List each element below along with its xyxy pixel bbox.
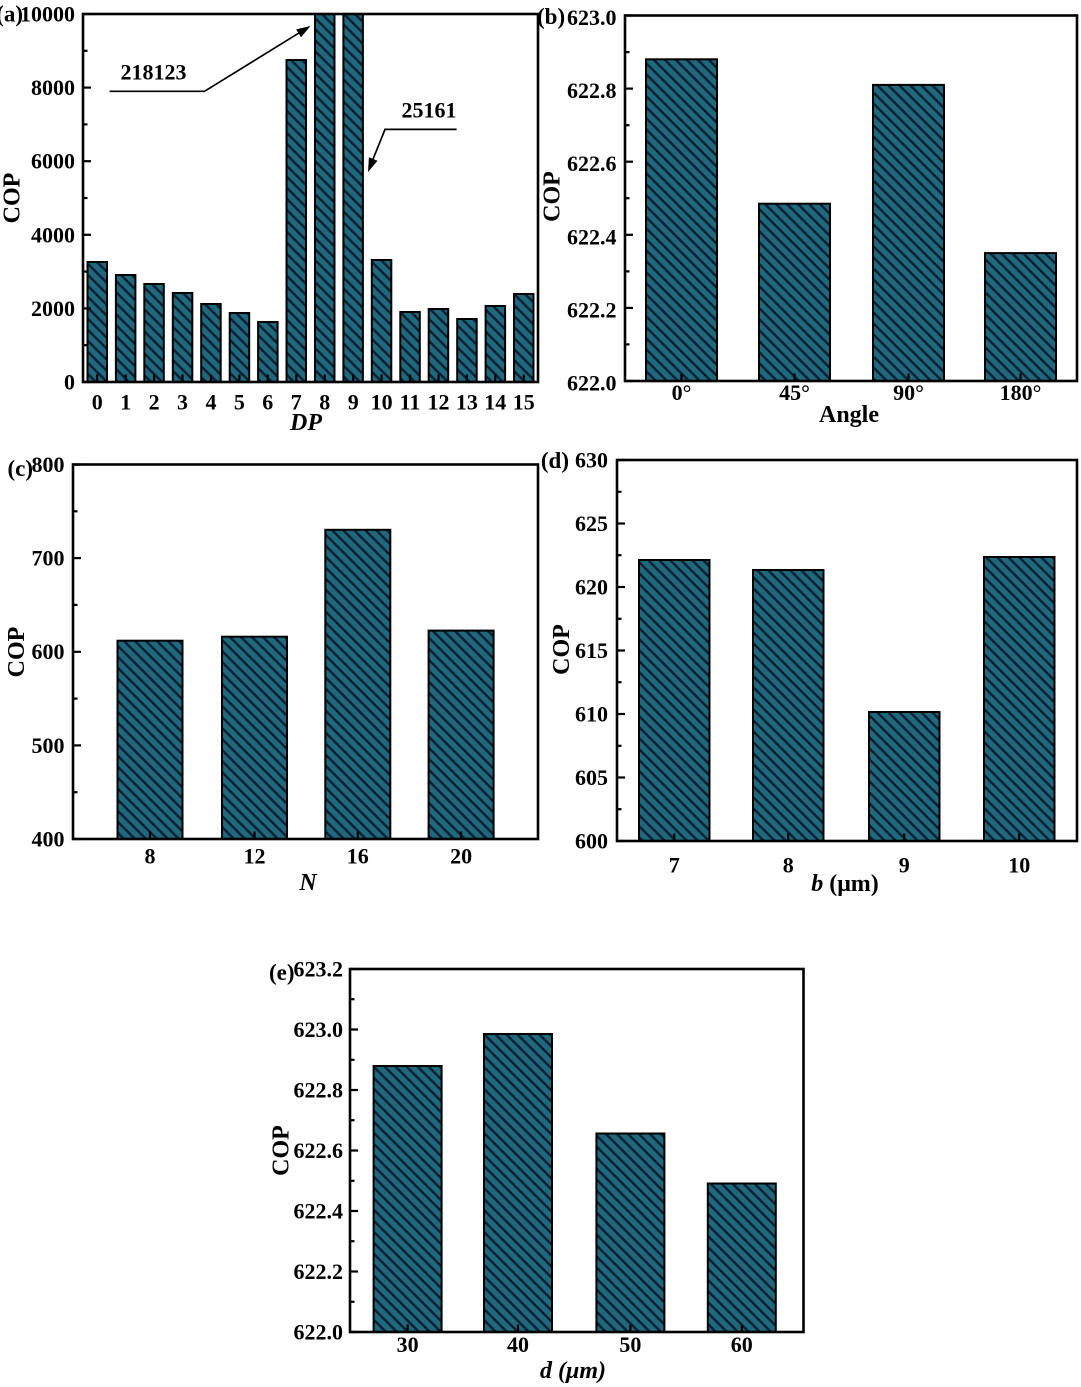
- svg-text:DP: DP: [289, 410, 322, 436]
- svg-text:(a): (a): [0, 2, 23, 27]
- svg-text:COP: COP: [0, 173, 26, 224]
- svg-text:10: 10: [371, 390, 393, 415]
- svg-text:14: 14: [484, 390, 506, 415]
- svg-text:615: 615: [575, 638, 608, 663]
- svg-text:622.6: 622.6: [294, 1138, 344, 1163]
- svg-text:COP: COP: [540, 171, 566, 222]
- svg-text:4: 4: [206, 390, 217, 415]
- svg-text:800: 800: [32, 452, 65, 477]
- svg-text:0: 0: [92, 390, 103, 415]
- svg-text:50: 50: [619, 1332, 641, 1357]
- svg-text:7: 7: [669, 853, 680, 878]
- svg-text:4000: 4000: [31, 222, 75, 247]
- svg-text:2: 2: [149, 390, 160, 415]
- svg-text:622.0: 622.0: [294, 1320, 344, 1345]
- svg-text:620: 620: [575, 575, 608, 600]
- svg-text:8: 8: [319, 390, 330, 415]
- svg-text:622.8: 622.8: [567, 78, 617, 103]
- svg-text:45°: 45°: [779, 380, 810, 405]
- svg-text:90°: 90°: [893, 380, 924, 405]
- svg-text:(b): (b): [537, 4, 565, 29]
- svg-text:622.4: 622.4: [294, 1199, 344, 1224]
- svg-text:0: 0: [64, 370, 75, 395]
- svg-text:10000: 10000: [20, 2, 75, 27]
- svg-text:9: 9: [348, 390, 359, 415]
- svg-text:(c): (c): [7, 456, 33, 481]
- svg-text:Angle: Angle: [819, 402, 879, 428]
- svg-text:10: 10: [1008, 853, 1030, 878]
- svg-text:(e): (e): [269, 960, 295, 985]
- svg-text:218123: 218123: [121, 60, 187, 85]
- svg-text:8: 8: [783, 853, 794, 878]
- svg-text:622.8: 622.8: [294, 1078, 344, 1103]
- svg-text:25161: 25161: [402, 98, 457, 123]
- svg-text:622.0: 622.0: [567, 371, 617, 396]
- svg-text:2000: 2000: [31, 296, 75, 321]
- svg-text:0°: 0°: [672, 380, 692, 405]
- svg-text:623.0: 623.0: [567, 5, 617, 30]
- svg-text:30: 30: [397, 1332, 419, 1357]
- svg-text:13: 13: [456, 390, 478, 415]
- svg-text:600: 600: [575, 829, 608, 854]
- svg-text:6000: 6000: [31, 149, 75, 174]
- svg-text:COP: COP: [4, 627, 30, 678]
- svg-text:20: 20: [450, 844, 472, 869]
- svg-text:622.2: 622.2: [567, 297, 617, 322]
- svg-text:630: 630: [575, 448, 608, 473]
- svg-text:40: 40: [507, 1332, 529, 1357]
- svg-text:622.6: 622.6: [567, 151, 617, 176]
- svg-text:12: 12: [428, 390, 450, 415]
- svg-text:COP: COP: [549, 624, 575, 675]
- svg-text:5: 5: [234, 390, 245, 415]
- svg-text:15: 15: [513, 390, 535, 415]
- svg-text:625: 625: [575, 511, 608, 536]
- svg-text:610: 610: [575, 702, 608, 727]
- svg-text:11: 11: [400, 390, 421, 415]
- svg-text:3: 3: [177, 390, 188, 415]
- svg-text:9: 9: [899, 853, 910, 878]
- svg-text:7: 7: [291, 390, 302, 415]
- svg-text:16: 16: [347, 844, 369, 869]
- svg-text:d (μm): d (μm): [540, 1358, 606, 1384]
- svg-text:N: N: [298, 870, 318, 896]
- svg-text:8000: 8000: [31, 75, 75, 100]
- svg-text:400: 400: [32, 827, 65, 852]
- svg-text:8: 8: [145, 844, 156, 869]
- svg-text:622.2: 622.2: [294, 1259, 344, 1284]
- svg-text:60: 60: [731, 1332, 753, 1357]
- svg-text:622.4: 622.4: [567, 224, 617, 249]
- svg-text:500: 500: [32, 733, 65, 758]
- svg-text:6: 6: [262, 390, 273, 415]
- svg-text:1: 1: [120, 390, 131, 415]
- svg-text:623.2: 623.2: [294, 957, 344, 982]
- svg-text:600: 600: [32, 639, 65, 664]
- svg-text:623.0: 623.0: [294, 1017, 344, 1042]
- svg-text:12: 12: [244, 844, 266, 869]
- svg-text:700: 700: [32, 546, 65, 571]
- svg-text:COP: COP: [268, 1125, 294, 1176]
- svg-text:b (μm): b (μm): [811, 871, 879, 897]
- svg-text:605: 605: [575, 765, 608, 790]
- svg-text:(d): (d): [541, 448, 569, 473]
- svg-text:180°: 180°: [1000, 380, 1042, 405]
